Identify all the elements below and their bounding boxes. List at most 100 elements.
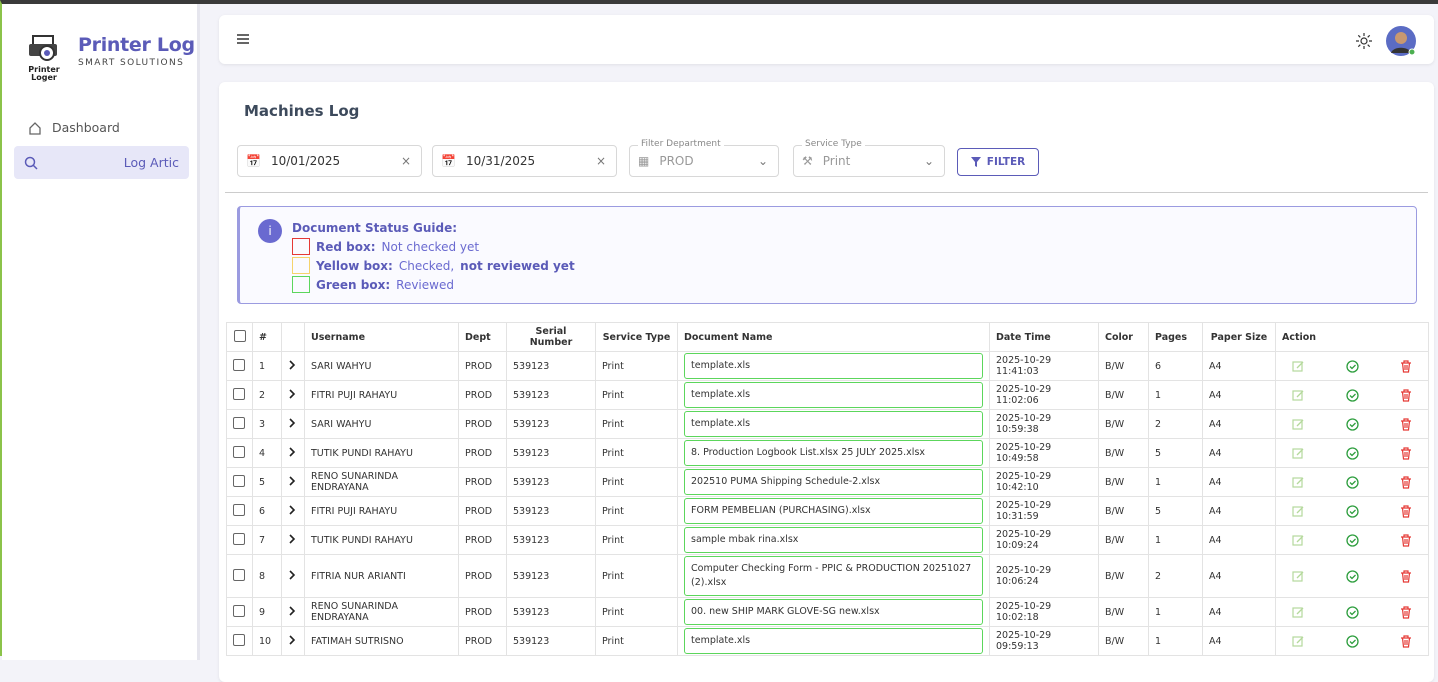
avatar[interactable] (1385, 25, 1417, 57)
delete-icon[interactable] (1400, 446, 1412, 460)
cell: 2 (252, 380, 282, 410)
menu-button[interactable] (237, 34, 249, 44)
edit-icon[interactable] (1292, 389, 1304, 401)
cell: PROD (458, 496, 507, 526)
cell: template.xls (677, 626, 990, 656)
cell: 2025-10-29 09:59:13 (989, 626, 1099, 656)
checkbox[interactable] (233, 445, 245, 458)
delete-icon[interactable] (1400, 533, 1412, 547)
review-icon[interactable] (1345, 359, 1359, 373)
cell: 539123 (506, 351, 596, 381)
cell: PROD (458, 351, 507, 381)
delete-icon[interactable] (1400, 417, 1412, 431)
expand-cell[interactable] (281, 438, 305, 468)
sidebar: Printer Loger Printer Log SMART SOLUTION… (2, 4, 200, 660)
cell: Print (595, 597, 678, 627)
logo: Printer Loger (24, 34, 64, 82)
delete-icon[interactable] (1400, 605, 1412, 619)
cell: Print (595, 380, 678, 410)
edit-icon[interactable] (1292, 447, 1304, 459)
delete-icon[interactable] (1400, 634, 1412, 648)
cell: 2025-10-29 10:09:24 (989, 525, 1099, 555)
review-icon[interactable] (1345, 446, 1359, 460)
edit-icon[interactable] (1292, 360, 1304, 372)
actions (1282, 504, 1422, 518)
cell: 3 (252, 409, 282, 439)
review-icon[interactable] (1345, 388, 1359, 402)
expand-cell[interactable] (281, 525, 305, 555)
document-name: template.xls (684, 411, 983, 437)
cell: 539123 (506, 554, 596, 598)
cell: B/W (1098, 597, 1149, 627)
edit-icon[interactable] (1292, 505, 1304, 517)
document-name: 202510 PUMA Shipping Schedule-2.xlsx (684, 469, 983, 495)
expand-cell[interactable] (281, 626, 305, 656)
cell: PROD (458, 525, 507, 555)
delete-icon[interactable] (1400, 359, 1412, 373)
delete-icon[interactable] (1400, 388, 1412, 402)
cell: A4 (1202, 409, 1276, 439)
cell: Print (595, 626, 678, 656)
edit-icon[interactable] (1292, 476, 1304, 488)
delete-icon[interactable] (1400, 475, 1412, 489)
edit-icon[interactable] (1292, 534, 1304, 546)
actions (1282, 634, 1422, 648)
review-icon[interactable] (1345, 533, 1359, 547)
filter-button[interactable]: FILTER (957, 148, 1039, 176)
expand-cell[interactable] (281, 351, 305, 381)
cell: Print (595, 409, 678, 439)
nav-item[interactable]: Dashboard (14, 111, 189, 144)
checkbox[interactable] (233, 604, 245, 617)
edit-icon[interactable] (1292, 606, 1304, 618)
expand-cell[interactable] (281, 467, 305, 497)
expand-cell[interactable] (281, 380, 305, 410)
service-select[interactable]: Service Type ⚒ Print ⌄ (793, 139, 945, 177)
checkbox[interactable] (233, 387, 245, 400)
cell: 2025-10-29 11:02:06 (989, 380, 1099, 410)
content-card: Machines Log 📅 10/01/2025 × 📅 10/31/2025 × F… (219, 82, 1434, 682)
checkbox[interactable] (233, 568, 245, 581)
review-icon[interactable] (1345, 569, 1359, 583)
cell: A4 (1202, 351, 1276, 381)
checkbox[interactable] (233, 329, 246, 342)
edit-icon[interactable] (1292, 570, 1304, 582)
cell: template.xls (677, 380, 990, 410)
checkbox[interactable] (233, 633, 245, 646)
review-icon[interactable] (1345, 504, 1359, 518)
document-name: Computer Checking Form - PPIC & PRODUCTI… (684, 556, 983, 596)
review-icon[interactable] (1345, 417, 1359, 431)
delete-icon[interactable] (1400, 504, 1412, 518)
theme-toggle[interactable] (1356, 33, 1372, 49)
cell: FATIMAH SUTRISNO (304, 626, 459, 656)
select-cell (226, 467, 253, 497)
table-row: 2 FITRI PUJI RAHAYU PROD 539123 Print templat… (226, 380, 1429, 410)
cell: 1 (1148, 380, 1203, 410)
edit-icon[interactable] (1292, 635, 1304, 647)
checkbox[interactable] (233, 358, 245, 371)
cell: 7 (252, 525, 282, 555)
select-cell (226, 380, 253, 410)
department-select[interactable]: Filter Department ▦ PROD ⌄ (629, 139, 779, 177)
checkbox[interactable] (233, 532, 245, 545)
checkbox[interactable] (233, 503, 245, 516)
date-to[interactable]: 📅 10/31/2025 × (432, 145, 617, 177)
cell: 2025-10-29 10:42:10 (989, 467, 1099, 497)
expand-cell[interactable] (281, 496, 305, 526)
date-from[interactable]: 📅 10/01/2025 × (237, 145, 422, 177)
action-cell (1275, 467, 1429, 497)
review-icon[interactable] (1345, 605, 1359, 619)
checkbox[interactable] (233, 474, 245, 487)
edit-icon[interactable] (1292, 418, 1304, 430)
expand-cell[interactable] (281, 554, 305, 598)
guide-label: Green box: (316, 277, 391, 292)
delete-icon[interactable] (1400, 569, 1412, 583)
checkbox[interactable] (233, 416, 245, 429)
expand-cell[interactable] (281, 597, 305, 627)
cell: A4 (1202, 380, 1276, 410)
cell: 202510 PUMA Shipping Schedule-2.xlsx (677, 467, 990, 497)
nav-item[interactable]: Log Artic (14, 146, 189, 179)
review-icon[interactable] (1345, 475, 1359, 489)
review-icon[interactable] (1345, 634, 1359, 648)
cell: PROD (458, 467, 507, 497)
expand-cell[interactable] (281, 409, 305, 439)
